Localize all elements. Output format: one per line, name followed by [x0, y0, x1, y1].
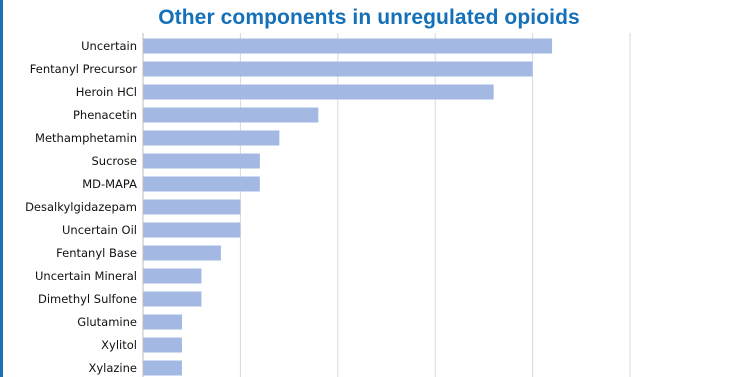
bar-methamphetamin: [143, 130, 280, 146]
category-label: Uncertain Mineral: [35, 269, 137, 283]
category-label: Heroin HCl: [76, 85, 137, 99]
bar-glutamine: [143, 314, 182, 330]
bar-heroin-hcl: [143, 84, 494, 100]
category-label: Xylazine: [88, 361, 137, 375]
bar-fentanyl-base: [143, 245, 221, 261]
category-label: Uncertain Oil: [62, 223, 137, 237]
category-label: MD-MAPA: [82, 177, 137, 191]
bar-dimethyl-sulfone: [143, 291, 202, 307]
category-label: Fentanyl Base: [56, 246, 137, 260]
bars: [143, 38, 553, 376]
category-label: Uncertain: [81, 39, 137, 53]
category-label: Phenacetin: [73, 108, 137, 122]
chart-title: Other components in unregulated opioids: [158, 6, 580, 29]
category-label: Sucrose: [92, 154, 138, 168]
category-label: Dimethyl Sulfone: [38, 292, 137, 306]
category-label: Xylitol: [101, 338, 137, 352]
bar-uncertain: [143, 38, 553, 54]
bar-sucrose: [143, 153, 260, 169]
category-label: Glutamine: [77, 315, 137, 329]
left-accent-bar: [0, 0, 3, 377]
category-labels: Uncertain Fentanyl Precursor Heroin HCl Phe…: [25, 39, 137, 375]
category-label: Desalkylgidazepam: [25, 200, 137, 214]
bar-uncertain-oil: [143, 222, 241, 238]
bar-xylazine: [143, 360, 182, 376]
bar-desalkylgidazepam: [143, 199, 241, 215]
category-label: Methamphetamin: [35, 131, 137, 145]
bar-fentanyl-precursor: [143, 61, 533, 77]
bar-xylitol: [143, 337, 182, 353]
bar-uncertain-mineral: [143, 268, 202, 284]
bar-phenacetin: [143, 107, 319, 123]
bar-md-mapa: [143, 176, 260, 192]
category-label: Fentanyl Precursor: [30, 62, 138, 76]
